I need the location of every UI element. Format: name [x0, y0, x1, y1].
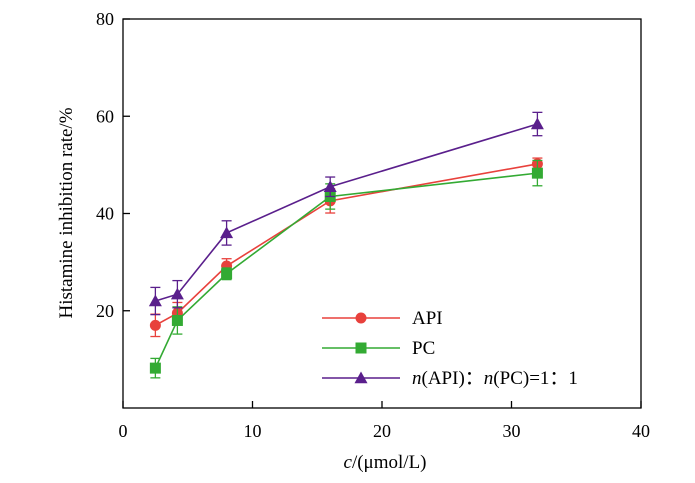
series-2-point-1 — [149, 362, 161, 374]
series-2 — [149, 159, 543, 379]
legend: API PC n(API)：n(PC)=1：1 — [322, 308, 578, 389]
legend-item-3: n(API)：n(PC)=1：1 — [322, 368, 578, 389]
series-3 — [148, 111, 544, 316]
y-tick-label-20: 20 — [96, 301, 114, 321]
x-tick-label-10: 10 — [244, 421, 262, 441]
x-tick-label-0: 0 — [119, 421, 128, 441]
legend-marker-3 — [354, 371, 368, 384]
series-1-point-1 — [149, 319, 161, 331]
legend-label-3: n(API)：n(PC)=1：1 — [412, 368, 578, 389]
series-3-point-2 — [170, 287, 184, 300]
legend-marker-2 — [355, 342, 367, 354]
y-axis-label: Histamine inhibition rate/% — [56, 107, 77, 318]
series-3-point-3 — [220, 226, 234, 239]
plot-frame — [122, 18, 642, 409]
legend-label-2: PC — [412, 338, 435, 359]
x-axis-label: c/(μmol/L) — [344, 452, 427, 473]
series-3-line — [155, 123, 538, 302]
y-tick-label-60: 60 — [96, 106, 114, 126]
legend-label-1: API — [412, 308, 443, 329]
x-tick-label-30: 30 — [503, 421, 521, 441]
axes-layer: 0 10 20 30 40 20 40 60 80 — [96, 9, 650, 441]
series-layer — [148, 111, 544, 379]
y-tick-label-80: 80 — [96, 9, 114, 29]
series-3-point-4 — [323, 180, 337, 192]
legend-marker-1 — [355, 312, 367, 324]
series-1 — [149, 157, 543, 338]
x-tick-label-40: 40 — [632, 421, 650, 441]
plot-area — [122, 18, 642, 409]
series-3-point-5 — [530, 117, 544, 130]
series-2-point-3 — [221, 268, 233, 280]
legend-item-1: API — [322, 308, 443, 329]
series-2-point-2 — [171, 314, 183, 326]
x-tick-label-20: 20 — [373, 421, 391, 441]
legend-item-2: PC — [322, 338, 435, 359]
series-1-line — [154, 163, 538, 327]
series-3-point-1 — [148, 294, 162, 307]
series-2-line — [154, 172, 538, 369]
series-2-point-5 — [531, 167, 543, 179]
y-tick-label-40: 40 — [96, 204, 114, 224]
